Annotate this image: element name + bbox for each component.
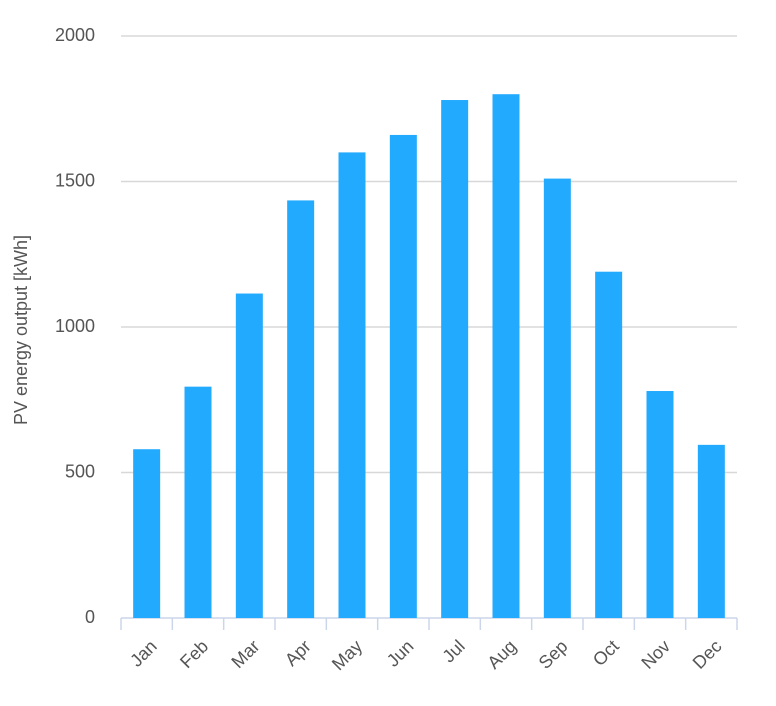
x-tick-label: Jul <box>438 636 468 666</box>
x-tick-label: Mar <box>227 636 263 672</box>
x-tick-label: Dec <box>689 636 726 673</box>
x-tick-label: Aug <box>483 636 520 673</box>
bar <box>287 200 315 619</box>
x-tick-label: May <box>328 636 366 674</box>
x-tick-label: Nov <box>637 636 674 673</box>
bar <box>492 94 520 618</box>
x-tick-label: Jan <box>126 636 161 671</box>
x-tick-label: Apr <box>281 636 315 670</box>
y-tick-label: 500 <box>65 461 95 481</box>
y-tick-label: 1500 <box>55 170 95 190</box>
bar <box>646 391 674 618</box>
y-tick-label: 1000 <box>55 316 95 336</box>
bar <box>133 449 161 618</box>
bar <box>595 271 623 618</box>
x-tick-label: Jun <box>383 636 418 671</box>
bar <box>338 152 366 618</box>
bar <box>697 444 725 618</box>
y-axis-title: PV energy output [kWh] <box>11 235 31 425</box>
y-tick-label: 2000 <box>55 25 95 45</box>
x-tick-label: Sep <box>535 636 572 673</box>
bar <box>389 134 417 618</box>
y-tick-label: 0 <box>85 607 95 627</box>
bar <box>441 100 469 618</box>
x-tick-label: Feb <box>176 636 212 672</box>
bar <box>235 293 263 618</box>
bar <box>184 386 212 618</box>
x-tick-label: Oct <box>589 636 623 670</box>
bar <box>543 178 571 618</box>
